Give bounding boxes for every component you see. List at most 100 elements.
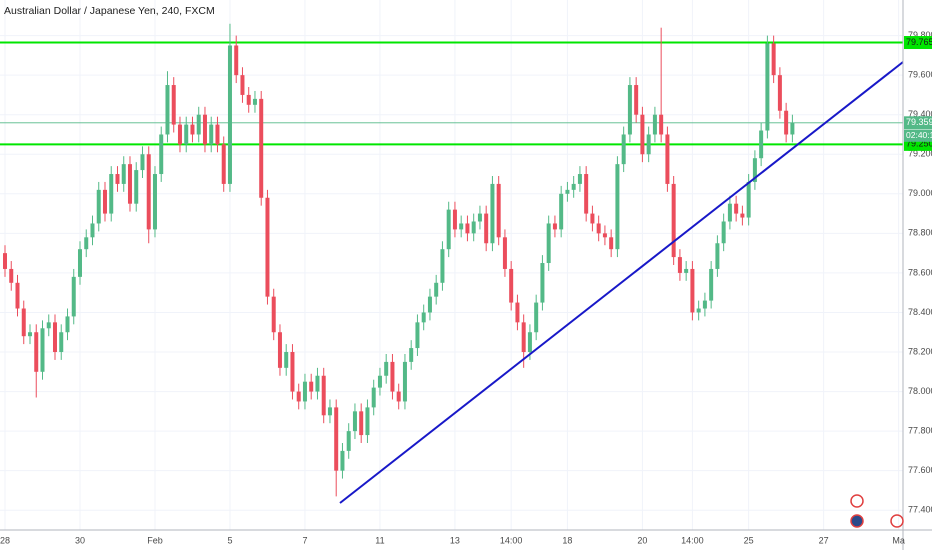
candle-body (71, 276, 76, 317)
candle-body (496, 183, 501, 238)
y-tick-label: 77.600 (908, 465, 932, 475)
candle-body (577, 174, 582, 184)
x-tick-label: 11 (375, 535, 384, 545)
candle-body (121, 164, 126, 184)
candle-body (84, 237, 89, 250)
candle-body (396, 391, 401, 402)
candle-body (340, 450, 345, 471)
candle-body (140, 154, 145, 171)
candle-body (440, 249, 445, 283)
candle-body (721, 221, 726, 244)
candle-body (515, 302, 520, 323)
candle-body (571, 183, 576, 190)
candle-body (484, 213, 489, 244)
candle-body (409, 348, 414, 362)
candle-body (421, 312, 426, 323)
candle-body (759, 130, 764, 159)
candle-body (240, 75, 245, 95)
candle-body (509, 268, 514, 303)
candle-body (434, 282, 439, 297)
candle-body (709, 268, 714, 301)
candle-body (777, 75, 782, 111)
candle-body (427, 296, 432, 313)
candle-body (177, 124, 182, 145)
event-icon[interactable] (890, 514, 904, 528)
candle-body (640, 114, 645, 155)
candle-body (734, 203, 739, 214)
event-icon[interactable] (850, 514, 864, 528)
candle-body (271, 296, 276, 333)
countdown-label: 02:40:14 (906, 130, 932, 140)
candle-body (365, 407, 370, 436)
candle-body (771, 43, 776, 76)
candle-body (152, 174, 157, 230)
candle-body (159, 134, 164, 175)
x-tick-label: 14:00 (681, 535, 704, 545)
candle-body (259, 98, 264, 198)
candle-body (471, 221, 476, 234)
candles (2, 23, 795, 497)
candle-body (740, 213, 745, 218)
candle-body (527, 332, 532, 353)
candle-body (215, 124, 220, 145)
candle-body (234, 45, 239, 76)
y-tick-label: 78.600 (908, 267, 932, 277)
level-tag (904, 36, 932, 50)
x-tick-label: 20 (637, 535, 647, 545)
candle-body (702, 300, 707, 309)
candle-body (390, 361, 395, 392)
candle-body (146, 154, 151, 230)
candle-body (346, 431, 351, 451)
candle-body (102, 189, 107, 214)
y-tick-label: 77.400 (908, 505, 932, 515)
current-price-label: 79.359 (906, 117, 932, 127)
candle-body (27, 332, 32, 337)
x-tick-label: 25 (744, 535, 754, 545)
candle-body (352, 411, 357, 432)
candle-body (677, 257, 682, 273)
x-tick-label: 18 (562, 535, 572, 545)
axes: 77.400 77.600 77.800 78.000 78.200 78.400 78.6… (0, 30, 932, 545)
candle-body (252, 98, 257, 105)
y-tick-label: 79.800 (908, 30, 932, 40)
candle-body (671, 183, 676, 258)
candle-body (309, 381, 314, 392)
candle-body (196, 114, 201, 135)
y-tick-label: 79.000 (908, 188, 932, 198)
candle-body (2, 253, 7, 269)
level-label: 79.250 (906, 139, 932, 149)
candle-body (552, 223, 557, 230)
candle-body (665, 134, 670, 184)
candle-body (90, 223, 95, 238)
x-tick-label: 14:00 (500, 535, 523, 545)
x-tick-label: 30 (75, 535, 85, 545)
y-tick-label: 78.000 (908, 386, 932, 396)
levels (0, 41, 903, 146)
candle-body (40, 328, 45, 372)
candle-body (696, 308, 701, 313)
countdown-tag (904, 129, 932, 142)
level-label: 79.765 (906, 37, 932, 47)
candle-body (415, 322, 420, 349)
x-tick-label: 7 (302, 535, 307, 545)
candle-body (127, 164, 132, 204)
candle-body (652, 114, 657, 135)
x-tick-label: 28 (0, 535, 10, 545)
candle-body (659, 114, 664, 135)
candle-body (459, 223, 464, 230)
candle-body (371, 387, 376, 408)
event-icon[interactable] (850, 494, 864, 508)
candle-body (290, 352, 295, 392)
candle-body (34, 332, 39, 372)
candle-body (246, 94, 251, 105)
candle-body (296, 391, 301, 402)
candle-body (684, 268, 689, 273)
candle-body (627, 85, 632, 135)
y-tick-label: 79.600 (908, 70, 932, 80)
candle-body (277, 332, 282, 368)
y-tick-label: 78.200 (908, 346, 932, 356)
candle-body (452, 209, 457, 230)
candle-body (565, 189, 570, 194)
